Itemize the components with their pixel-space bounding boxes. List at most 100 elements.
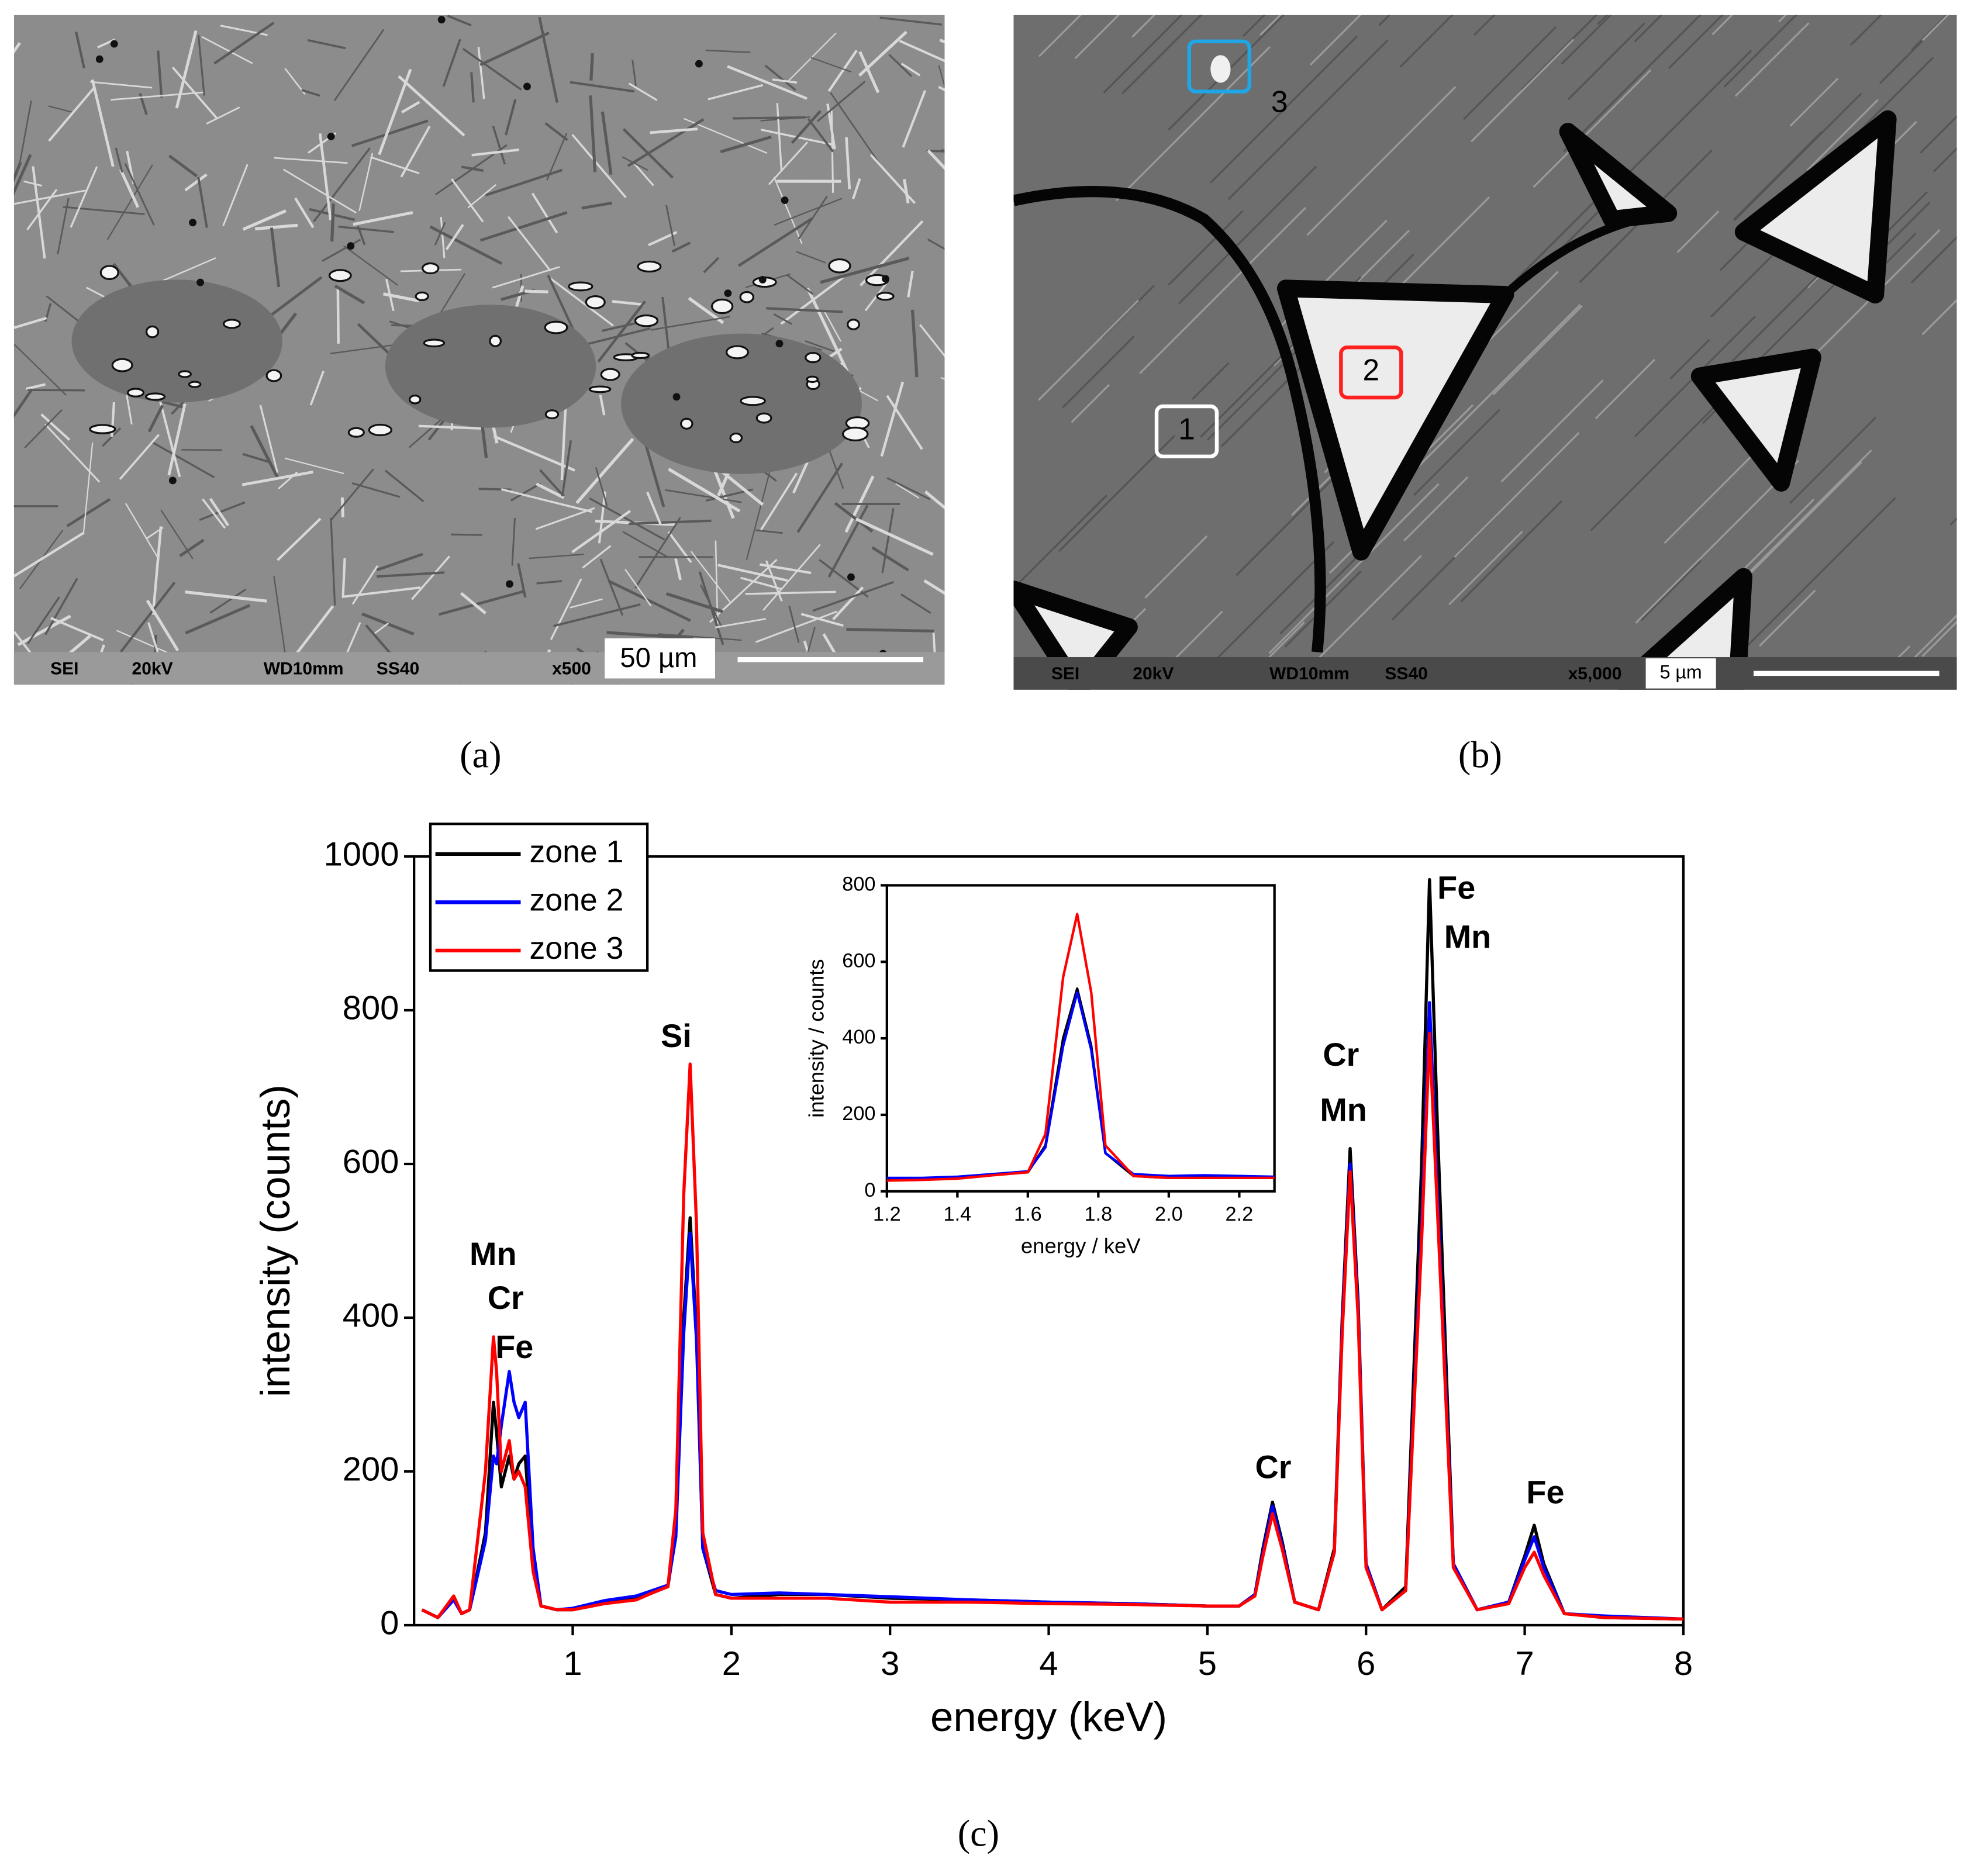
scale-label-box: [1645, 658, 1716, 689]
lath: [924, 490, 945, 510]
lath: [501, 488, 593, 513]
lath: [1454, 432, 1580, 558]
lath: [1259, 15, 1282, 36]
lath: [746, 472, 771, 560]
lath: [175, 30, 198, 109]
lath: [888, 54, 913, 77]
lath: [940, 376, 945, 380]
lath: [631, 60, 637, 87]
lath: [827, 49, 858, 92]
series-line: [421, 1031, 1683, 1621]
ferrite-region: [621, 333, 862, 474]
x-axis-title: energy (keV): [930, 1694, 1167, 1740]
lath: [798, 195, 828, 240]
y-tick-label: 0: [380, 1604, 399, 1642]
lath: [13, 316, 47, 329]
precipitate: [99, 265, 119, 281]
peak-label: Mn: [470, 1236, 517, 1272]
x-tick-label: 2.2: [1226, 1203, 1254, 1225]
lath: [550, 578, 582, 640]
lath: [1058, 435, 1176, 552]
lath: [341, 558, 346, 597]
y-tick-label: 400: [343, 1297, 399, 1334]
lath: [510, 482, 541, 502]
lath: [48, 87, 96, 142]
x-axis-title: energy / keV: [1021, 1234, 1141, 1258]
lath: [434, 222, 446, 246]
precipitate: [145, 325, 160, 338]
footer-text: SEI: [1051, 664, 1079, 683]
lath: [467, 184, 496, 209]
lath: [377, 571, 444, 578]
pore: [758, 275, 767, 284]
lath: [283, 168, 357, 214]
panel-caption: (a): [460, 734, 501, 776]
precipitate: [600, 368, 620, 381]
x-tick-label: 1.2: [873, 1203, 901, 1225]
lath: [796, 251, 826, 264]
lath: [27, 389, 85, 392]
pore: [189, 219, 197, 227]
lath: [546, 133, 568, 181]
lath: [470, 72, 475, 103]
lath: [880, 381, 905, 457]
precipitate: [755, 412, 772, 424]
lath: [322, 239, 361, 262]
lath: [1411, 303, 1581, 474]
lath: [120, 581, 176, 653]
lath: [938, 65, 945, 89]
lath: [806, 287, 849, 372]
precipitate: [739, 291, 754, 303]
lath: [1789, 77, 1839, 127]
precipitate: [710, 298, 734, 315]
zone-marker: [1187, 39, 1251, 94]
lath: [185, 590, 267, 603]
lath: [330, 203, 335, 242]
precipitate: [347, 427, 365, 438]
lath: [1739, 449, 1872, 583]
lath: [479, 32, 550, 67]
lath: [1131, 15, 1156, 38]
lath: [538, 16, 559, 103]
precipitate: [637, 260, 662, 273]
lath: [524, 289, 548, 293]
lath: [1115, 46, 1271, 202]
lath: [597, 300, 647, 363]
y-tick-label: 1000: [324, 835, 399, 873]
lath: [462, 48, 522, 91]
lath: [278, 471, 298, 490]
lath: [1919, 115, 1957, 154]
lath: [111, 91, 203, 101]
legend-box: [429, 823, 649, 972]
lath: [674, 558, 682, 581]
lath: [167, 403, 187, 476]
lath: [1723, 497, 1896, 670]
pore: [672, 393, 681, 401]
lath: [612, 300, 644, 306]
lath: [1806, 99, 1879, 171]
lath: [622, 531, 668, 558]
lath: [471, 148, 519, 157]
lath: [184, 173, 208, 192]
lath: [772, 78, 798, 84]
lath: [341, 586, 421, 598]
lath: [665, 489, 742, 503]
lath: [650, 127, 698, 134]
lath: [869, 154, 916, 204]
lath: [1413, 409, 1500, 496]
lath: [319, 133, 332, 220]
y-tick-label: 200: [343, 1450, 399, 1488]
sem-image: SEI 20kV WD10mm SS40 x5,000 5 µm (b): [1013, 15, 1957, 776]
lath: [343, 245, 398, 286]
y-tick-label: 600: [842, 949, 875, 972]
lath: [805, 340, 834, 353]
lath: [1533, 69, 1652, 188]
pore: [781, 196, 789, 204]
pore: [882, 275, 889, 283]
x-tick-label: 3: [881, 1645, 899, 1682]
lath: [26, 596, 60, 645]
lath: [700, 584, 722, 627]
lath: [222, 164, 249, 227]
lath: [13, 388, 33, 418]
lath: [855, 517, 934, 556]
